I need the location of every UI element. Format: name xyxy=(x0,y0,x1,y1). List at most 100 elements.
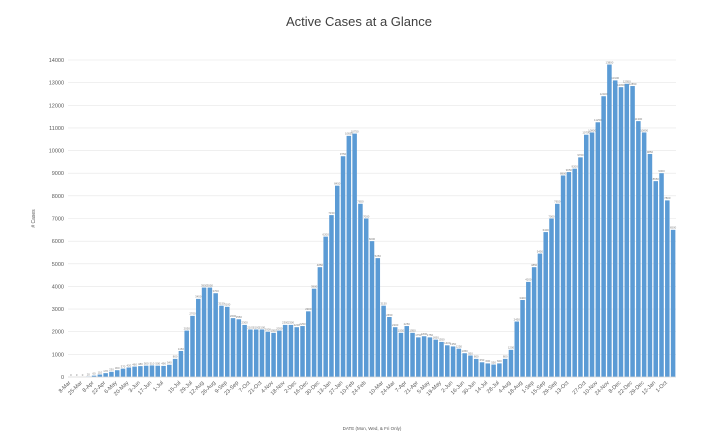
bar xyxy=(114,370,120,377)
bar xyxy=(126,367,132,377)
data-label: 2100 xyxy=(253,325,260,329)
x-axis-ticks: 8-Mar25-Mar8-Apr22-Apr6-May20-May3-Jun17… xyxy=(58,380,669,398)
data-label: 9700 xyxy=(577,153,584,157)
bar xyxy=(323,236,328,377)
bar xyxy=(531,267,537,377)
y-tick-label: 2000 xyxy=(52,330,64,336)
data-label: 550 xyxy=(491,360,496,364)
bar xyxy=(624,83,630,378)
y-tick-label: 13000 xyxy=(49,81,64,87)
data-label: 2100 xyxy=(259,325,266,329)
bar xyxy=(456,348,462,377)
data-label: 5450 xyxy=(537,249,544,253)
bar xyxy=(392,327,398,377)
data-label: 12800 xyxy=(617,83,625,87)
data-label: 650 xyxy=(480,358,485,362)
data-label: 420 xyxy=(126,363,131,367)
data-label: 800 xyxy=(503,355,508,359)
data-label: 11250 xyxy=(594,118,602,122)
bar xyxy=(468,355,473,377)
data-label: 7800 xyxy=(664,196,671,200)
data-label: 5250 xyxy=(375,254,382,258)
bar xyxy=(213,293,218,377)
bar xyxy=(358,203,363,377)
data-label: 2700 xyxy=(189,312,196,316)
data-label: 12950 xyxy=(623,80,631,84)
bar xyxy=(184,330,189,377)
data-label: 10700 xyxy=(582,131,590,135)
bar xyxy=(346,135,352,377)
data-label: 1750 xyxy=(427,333,434,337)
data-label: 6000 xyxy=(369,237,376,241)
bar xyxy=(253,329,259,377)
bar xyxy=(340,156,346,377)
bar xyxy=(450,346,456,377)
data-label: 1350 xyxy=(450,342,457,346)
bar xyxy=(294,327,299,377)
y-tick-label: 11000 xyxy=(49,126,64,132)
data-label: 3900 xyxy=(311,284,318,288)
data-label: 11300 xyxy=(635,117,643,121)
data-label: 460 xyxy=(132,362,137,366)
bar xyxy=(398,332,404,377)
y-tick-label: 14000 xyxy=(49,58,64,64)
bar xyxy=(630,86,635,378)
bar xyxy=(473,358,479,377)
data-label: 10800 xyxy=(588,128,596,132)
data-label: 480 xyxy=(138,362,143,366)
data-label: 2600 xyxy=(230,314,237,318)
y-tick-label: 1000 xyxy=(52,352,64,358)
data-label: 12400 xyxy=(600,92,608,96)
bar xyxy=(375,258,381,377)
bar xyxy=(265,331,271,377)
data-label: 1050 xyxy=(462,349,469,353)
bar xyxy=(109,371,114,377)
data-label: 2300 xyxy=(288,321,295,325)
x-tick-label: 22-Apr xyxy=(91,380,107,396)
data-label: 110 xyxy=(98,370,103,374)
x-tick-label: 28-Jul xyxy=(486,380,501,395)
data-label: 9750 xyxy=(340,152,347,156)
data-label: 7650 xyxy=(554,200,561,204)
data-label: 0 xyxy=(76,373,78,377)
data-label: 800 xyxy=(474,355,479,359)
data-label: 3450 xyxy=(195,295,202,299)
bar xyxy=(479,362,485,377)
bar xyxy=(103,373,108,377)
data-label: 2250 xyxy=(404,322,411,326)
bar xyxy=(526,281,531,377)
data-label: 6400 xyxy=(543,228,550,232)
x-tick-label: 1-Oct xyxy=(655,380,669,394)
bar xyxy=(665,200,670,377)
x-tick-label: 21-Apr xyxy=(404,380,420,396)
bar xyxy=(404,326,410,377)
bar xyxy=(363,218,369,377)
data-label: 3150 xyxy=(380,301,387,305)
bar xyxy=(421,336,427,377)
chart-title: Active Cases at a Glance xyxy=(286,14,432,29)
y-tick-label: 10000 xyxy=(49,149,64,155)
bar xyxy=(242,324,247,377)
bar xyxy=(236,319,242,377)
data-label: 10750 xyxy=(351,129,359,133)
data-label: 9850 xyxy=(647,150,654,154)
bar xyxy=(508,349,514,377)
y-tick-label: 9000 xyxy=(52,171,64,177)
data-label: 2250 xyxy=(299,322,306,326)
bar xyxy=(387,316,392,377)
bar xyxy=(560,175,566,377)
bars xyxy=(86,64,676,378)
bar xyxy=(549,218,554,377)
bar xyxy=(306,311,311,377)
data-label: 9200 xyxy=(572,164,579,168)
data-label: 1950 xyxy=(270,329,277,333)
bar xyxy=(641,132,647,377)
data-label: 1950 xyxy=(398,329,405,333)
data-label: 7150 xyxy=(328,211,335,215)
data-label: 8900 xyxy=(560,171,567,175)
data-label: 3950 xyxy=(207,283,214,287)
y-tick-label: 8000 xyxy=(52,194,64,200)
bar xyxy=(537,253,543,377)
data-label: 4850 xyxy=(531,263,538,267)
data-label: 2900 xyxy=(305,307,312,311)
